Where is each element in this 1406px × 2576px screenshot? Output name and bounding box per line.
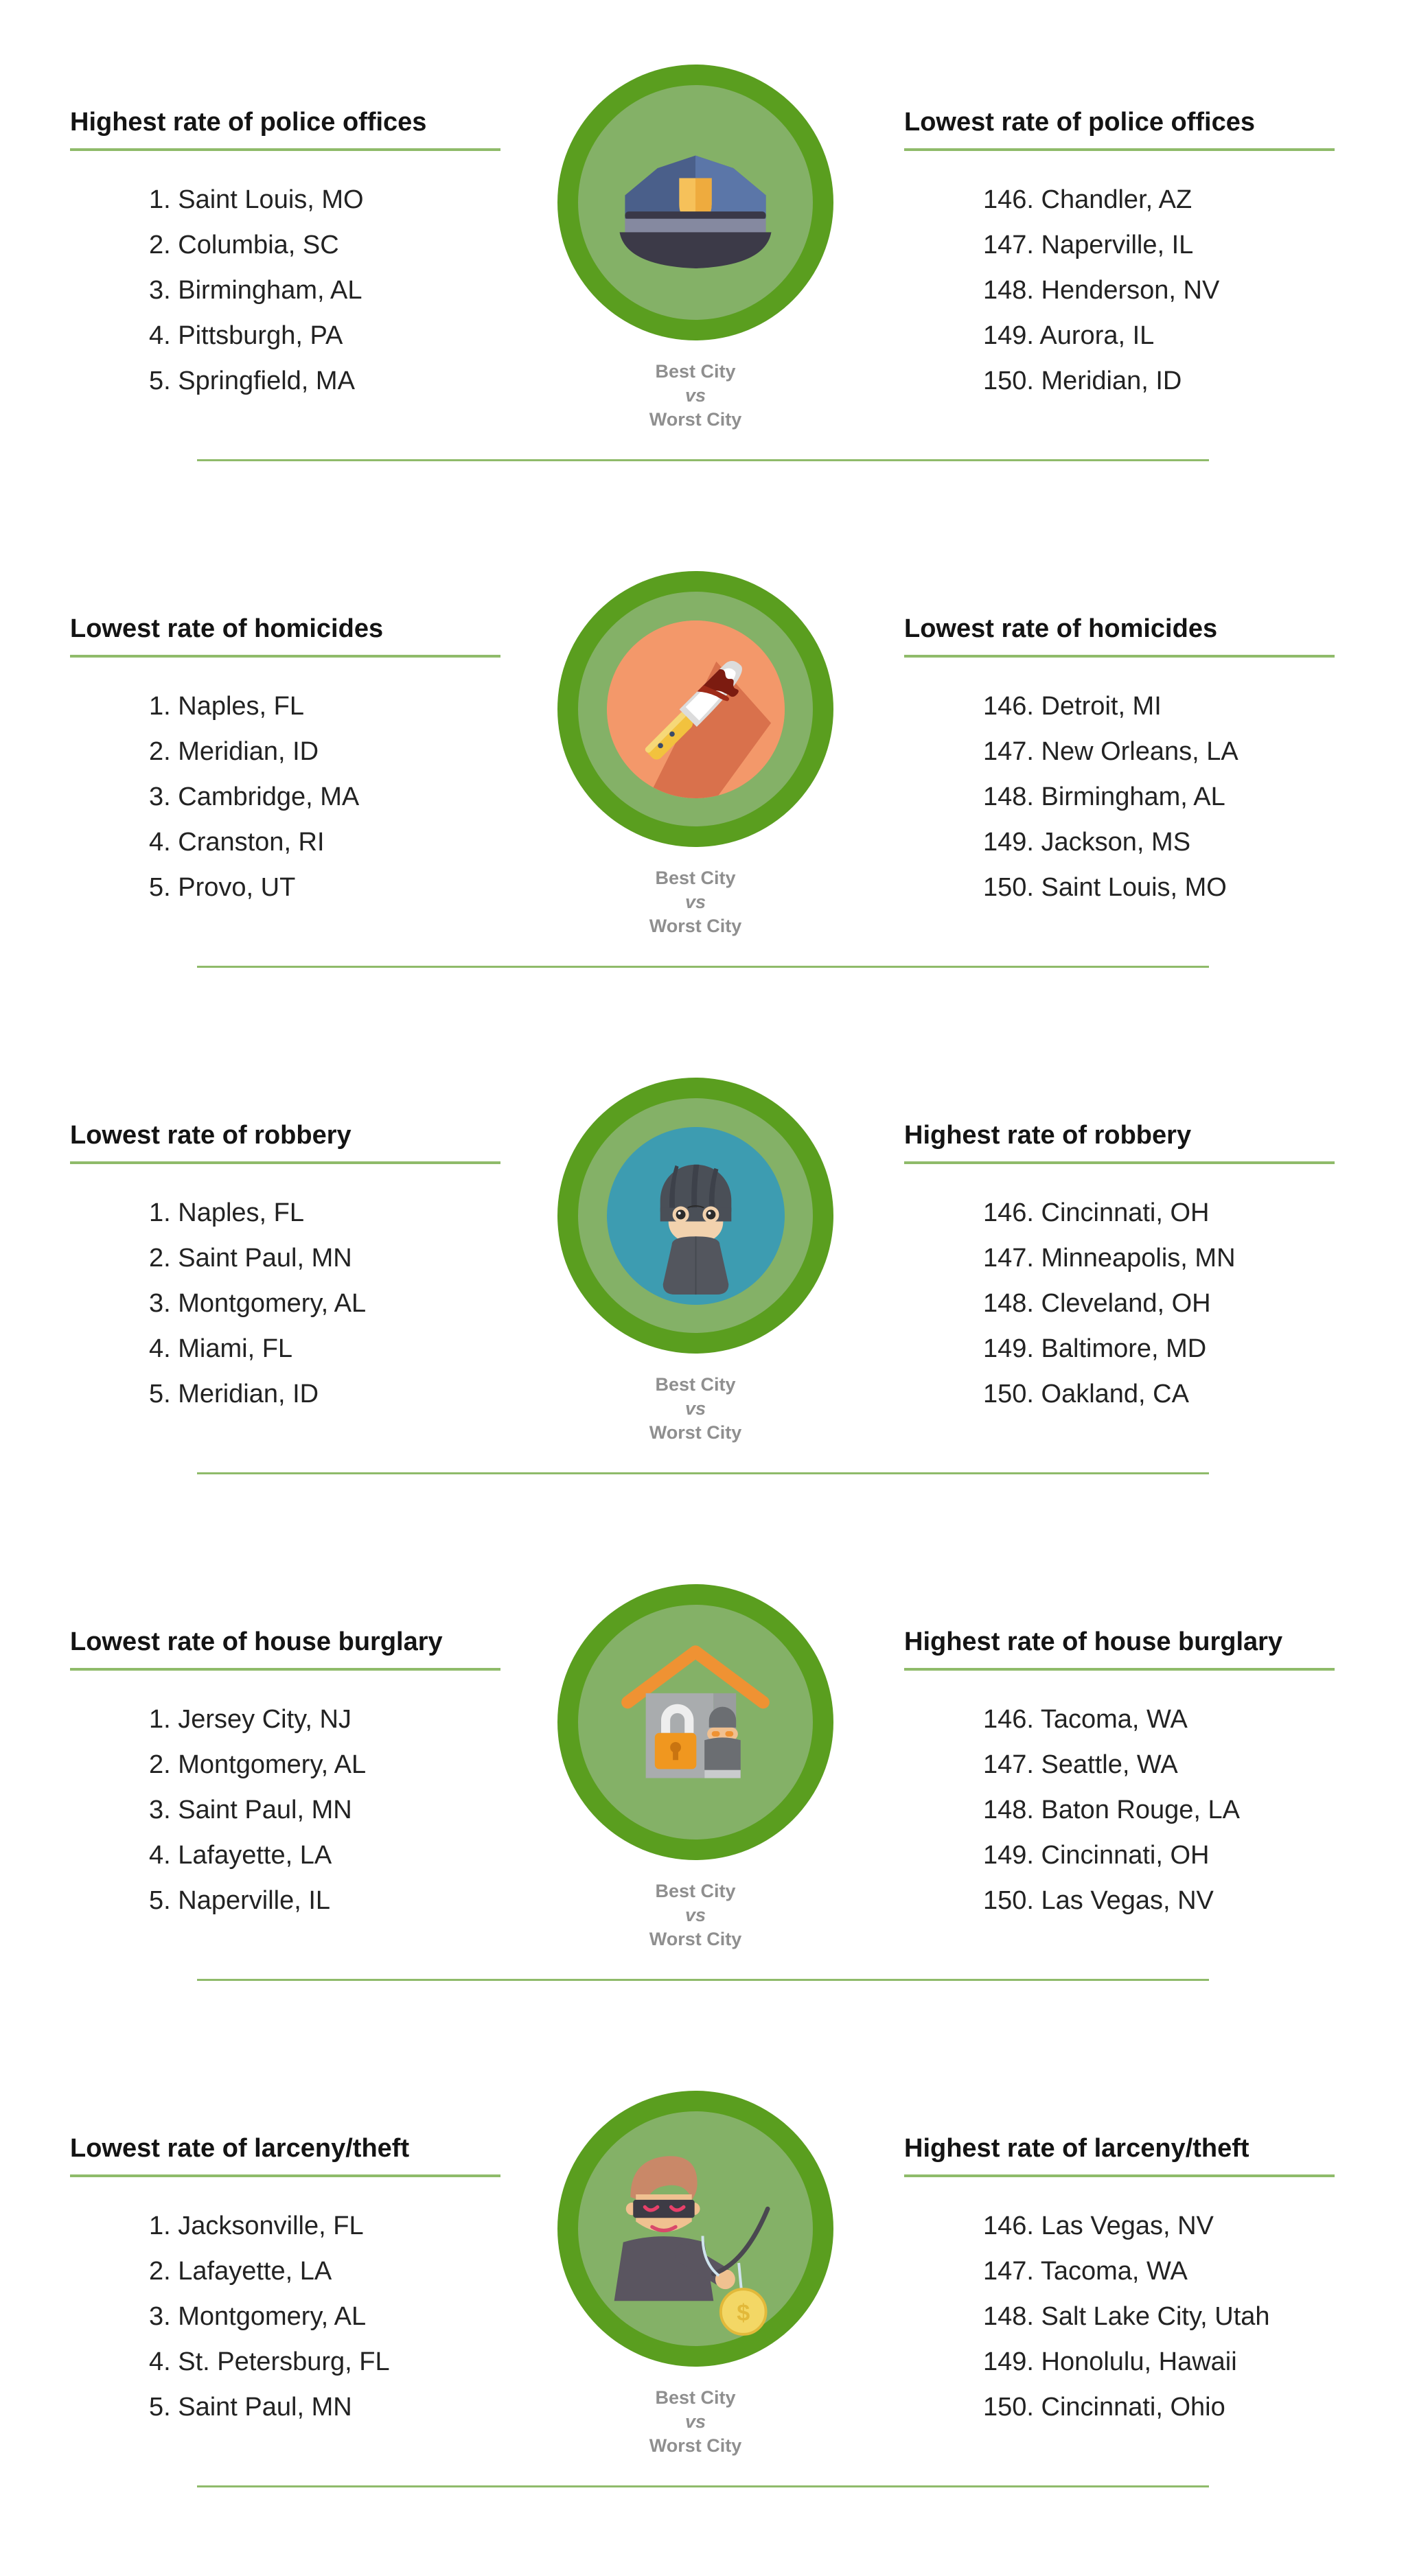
svg-text:$: $ [737, 2300, 750, 2326]
